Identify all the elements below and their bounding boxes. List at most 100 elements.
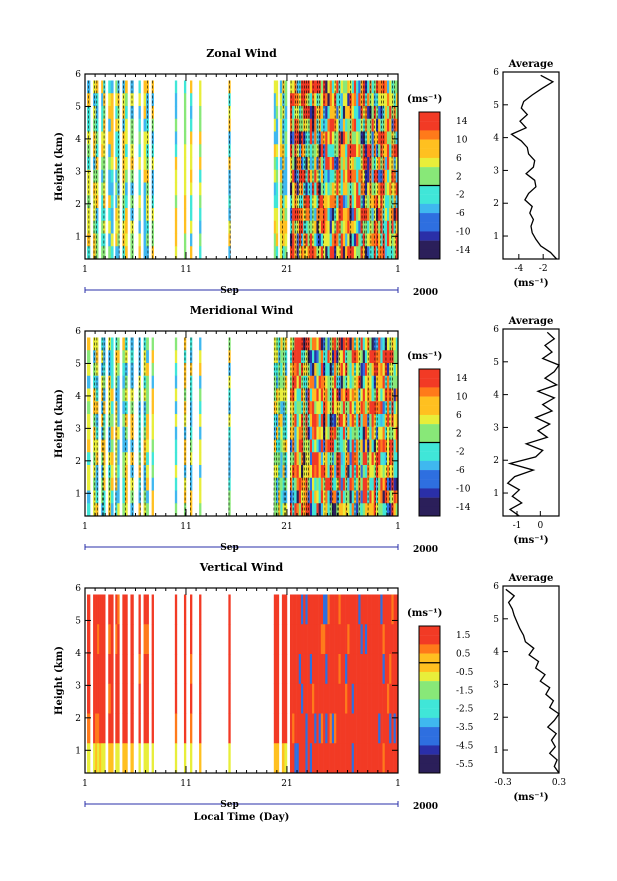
field-cell [305,131,308,144]
field-cell [146,743,149,773]
field-cell [314,401,317,414]
field-cell [290,594,293,624]
field-cell [332,157,335,170]
field-cell [338,491,341,504]
field-cell [332,119,335,132]
field-cell [312,337,315,350]
field-cell [334,401,337,414]
field-cell [325,743,328,773]
field-cell [305,654,308,684]
field-cell [385,221,388,234]
field-cell [321,465,324,478]
field-cell [378,624,381,654]
field-cell [367,157,370,170]
field-cell [190,624,192,654]
field-cell [391,208,394,221]
field-cell [387,414,390,427]
field-cell [367,119,370,132]
field-cell [111,388,114,401]
field-cell [282,654,285,684]
field-cell [361,743,364,773]
field-cell [365,414,368,427]
field-cell [321,350,324,363]
field-cell [303,93,306,106]
field-cell [343,684,346,714]
colorbar-band [419,369,440,378]
field-cell [274,144,276,157]
field-cell [115,234,117,247]
field-cell [274,654,277,684]
field-cell [341,93,344,106]
field-cell [391,106,394,119]
field-cell [374,714,377,744]
field-cell [356,131,359,144]
field-cell [292,80,295,93]
field-cell [117,195,119,208]
field-cell [144,131,147,144]
field-cell [319,363,322,376]
field-cell [354,350,357,363]
field-cell [314,654,317,684]
y-tick-label: 4 [75,392,81,402]
field-cell [319,594,322,624]
field-cell [292,594,295,624]
colorbar-band [419,397,440,406]
field-cell [376,654,379,684]
field-cell [332,350,335,363]
colorbar-band [419,204,440,213]
field-cell [378,234,381,247]
field-cell [325,183,328,196]
field-cell [345,157,348,170]
field-cell [352,234,355,247]
month-label: Sep [220,800,239,810]
field-cell [290,743,293,773]
field-cell [96,170,99,183]
field-cell [280,452,282,465]
field-cell [280,221,283,234]
field-cell [274,183,276,196]
field-cell [349,624,352,654]
profile-title: Average [508,59,554,70]
field-cell [336,119,339,132]
field-cell [190,144,192,157]
field-cell [330,234,333,247]
field-cell [369,491,372,504]
field-cell [316,440,319,453]
field-cell [276,170,278,183]
field-cell [290,93,293,106]
field-cell [356,491,359,504]
field-cell [347,388,350,401]
field-cell [334,743,337,773]
field-cell [95,684,97,714]
field-cell [111,93,114,106]
field-cell [314,491,317,504]
x-tick-label: 1 [82,265,88,275]
field-cell [228,350,230,363]
field-cell [354,80,357,93]
field-cell [314,119,317,132]
field-cell [175,654,177,684]
field-cell [319,684,322,714]
field-cell [343,465,346,478]
field-cell [314,427,317,440]
colorbar-tick-label: 1.5 [456,631,471,641]
field-cell [356,93,359,106]
field-cell [367,743,370,773]
field-cell [310,131,313,144]
field-cell [103,654,105,684]
field-cell [310,183,313,196]
field-cell [325,119,328,132]
field-cell [93,743,95,773]
field-cell [292,743,295,773]
field-cell [125,350,128,363]
field-cell [314,350,317,363]
field-cell [332,478,335,491]
field-cell [125,131,128,144]
colorbar-band [419,250,440,259]
field-cell [334,183,337,196]
field-cell [343,157,346,170]
field-cell [184,350,186,363]
field-cell [294,388,297,401]
field-cell [93,350,96,363]
field-cell [330,350,333,363]
